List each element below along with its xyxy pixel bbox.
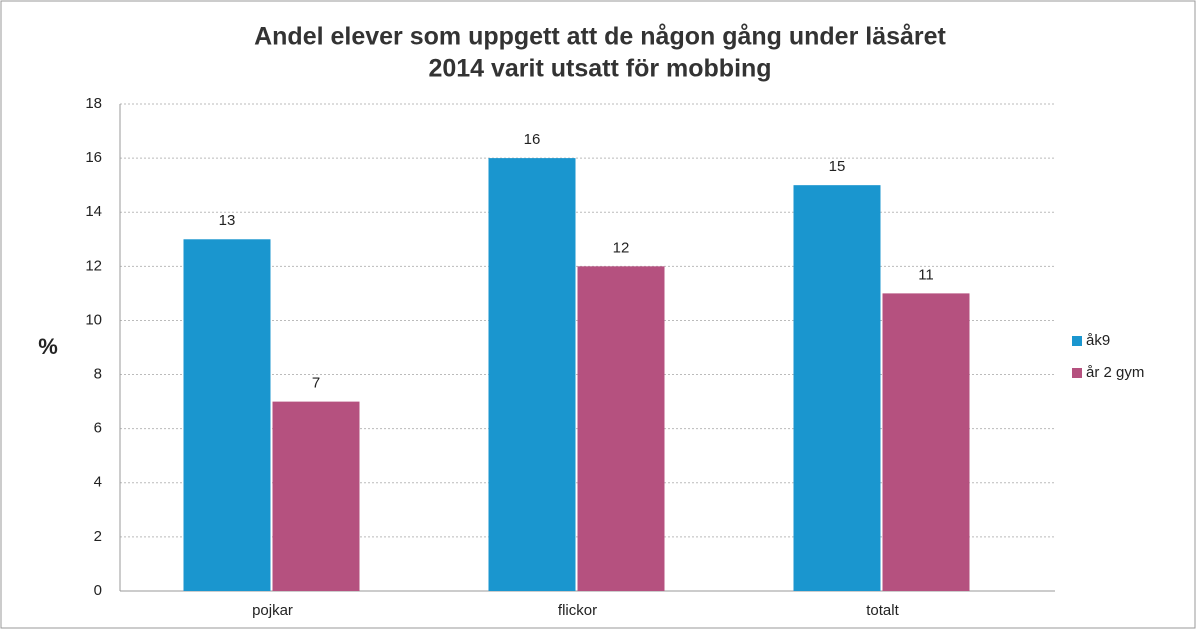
legend-label: år 2 gym <box>1086 364 1144 381</box>
y-tick-label: 0 <box>94 582 102 599</box>
y-tick-label: 2 <box>94 528 102 545</box>
x-tick-label: totalt <box>866 602 899 619</box>
bar <box>488 158 576 591</box>
bar <box>882 293 970 591</box>
legend-swatch <box>1072 336 1082 346</box>
bar <box>183 239 271 591</box>
y-tick-label: 8 <box>94 366 102 383</box>
value-label: 12 <box>613 239 630 256</box>
y-tick-label: 6 <box>94 420 102 437</box>
y-tick-label: 12 <box>85 257 102 274</box>
value-label: 13 <box>219 212 236 229</box>
value-label: 11 <box>918 266 934 283</box>
bar <box>577 266 665 591</box>
y-tick-label: 10 <box>85 311 102 328</box>
bar <box>793 185 881 591</box>
value-label: 7 <box>312 375 320 392</box>
y-tick-label: 18 <box>85 95 102 112</box>
bar <box>272 401 360 591</box>
legend-swatch <box>1072 368 1082 378</box>
x-tick-label: flickor <box>558 602 597 619</box>
chart-title: Andel elever som uppgett att de någon gå… <box>254 23 946 51</box>
x-tick-label: pojkar <box>252 602 293 619</box>
y-tick-label: 4 <box>94 474 102 491</box>
value-label: 15 <box>829 158 846 175</box>
legend-label: åk9 <box>1086 332 1110 349</box>
y-tick-label: 16 <box>85 149 102 166</box>
y-axis-label: % <box>38 334 58 359</box>
value-label: 16 <box>524 131 541 148</box>
y-tick-label: 14 <box>85 203 102 220</box>
chart-title: 2014 varit utsatt för mobbing <box>428 55 771 83</box>
